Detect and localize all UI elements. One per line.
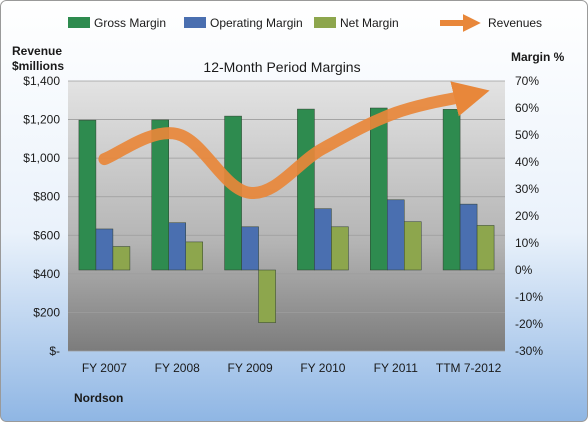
bar-net-margin bbox=[112, 246, 131, 271]
right-axis-tick-label: -30% bbox=[515, 344, 543, 358]
x-axis-tick-labels: FY 2007 FY 2008 FY 2009 FY 2010 FY 2011 TTM 7… bbox=[82, 361, 502, 375]
right-axis-tick-label: 60% bbox=[515, 101, 539, 115]
right-axis-tick-label: 30% bbox=[515, 182, 539, 196]
right-axis-tick-label: 10% bbox=[515, 236, 539, 250]
legend-label-revenues: Revenues bbox=[488, 16, 542, 30]
left-axis-tick-label: $600 bbox=[33, 228, 60, 242]
x-axis-tick-label: FY 2009 bbox=[228, 361, 273, 375]
right-axis-tick-label: 20% bbox=[515, 209, 539, 223]
right-axis-tick-label: -10% bbox=[515, 290, 543, 304]
plot-area bbox=[68, 81, 505, 351]
left-axis-tick-label: $1,200 bbox=[23, 113, 60, 127]
bar-net-margin bbox=[404, 221, 422, 271]
right-axis-tick-label: -20% bbox=[515, 317, 543, 331]
left-axis-tick-label: $1,400 bbox=[23, 74, 60, 88]
bar-operating-margin bbox=[168, 222, 186, 271]
series-line-revenues bbox=[98, 81, 490, 199]
company-label: Nordson bbox=[74, 391, 123, 405]
left-axis-tick-labels: $- $200 $400 $600 $800 $1,000 $1,200 $1,400 bbox=[23, 74, 60, 358]
x-axis-tick-label: FY 2011 bbox=[374, 361, 419, 375]
legend: Gross Margin Operating Margin Net Margin… bbox=[68, 14, 542, 32]
x-axis-tick-label: FY 2007 bbox=[82, 361, 127, 375]
legend-label-net-margin: Net Margin bbox=[340, 16, 399, 30]
bar-gross-margin bbox=[442, 109, 461, 271]
bar-net-margin bbox=[258, 269, 276, 323]
bar-gross-margin bbox=[297, 108, 315, 271]
bar-net-margin bbox=[331, 226, 349, 271]
legend-swatch-net-margin bbox=[314, 17, 336, 28]
left-axis-tick-label: $1,000 bbox=[23, 151, 60, 165]
legend-label-gross-margin: Gross Margin bbox=[94, 16, 166, 30]
right-axis-tick-label: 40% bbox=[515, 155, 539, 169]
legend-swatch-operating-margin bbox=[184, 17, 206, 28]
left-axis-tick-label: $400 bbox=[33, 267, 60, 281]
right-axis-tick-label: 70% bbox=[515, 74, 539, 88]
bar-gross-margin bbox=[78, 119, 97, 271]
bar-operating-margin bbox=[95, 228, 114, 271]
right-axis-tick-label: 0% bbox=[515, 263, 533, 277]
bar-gross-margin bbox=[151, 119, 169, 271]
chart-title: 12-Month Period Margins bbox=[203, 59, 360, 75]
bar-net-margin bbox=[476, 225, 495, 271]
x-axis-tick-label: TTM 7-2012 bbox=[436, 361, 502, 375]
bar-operating-margin bbox=[314, 208, 332, 271]
left-axis-tick-label: $800 bbox=[33, 190, 60, 204]
x-axis-tick-label: FY 2010 bbox=[300, 361, 345, 375]
bar-net-margin bbox=[185, 241, 203, 271]
gridlines bbox=[68, 80, 505, 352]
bars bbox=[78, 107, 495, 323]
legend-swatch-gross-margin bbox=[68, 17, 90, 28]
left-axis-label-line1: Revenue bbox=[12, 44, 62, 58]
left-axis-tick-label: $200 bbox=[33, 305, 60, 319]
right-axis-tick-label: 50% bbox=[515, 128, 539, 142]
bar-gross-margin bbox=[370, 107, 388, 271]
bar-operating-margin bbox=[387, 199, 405, 271]
right-axis-label: Margin % bbox=[511, 50, 565, 64]
x-axis-tick-label: FY 2008 bbox=[155, 361, 200, 375]
left-axis-label-line2: $millions bbox=[12, 59, 64, 73]
bar-operating-margin bbox=[459, 203, 478, 271]
bar-operating-margin bbox=[241, 226, 259, 271]
legend-label-operating-margin: Operating Margin bbox=[210, 16, 303, 30]
right-axis-tick-labels: -30% -20% -10% 0% 10% 20% 30% 40% 50% 60% 70% bbox=[515, 74, 543, 358]
left-axis-tick-label: $- bbox=[49, 344, 60, 358]
